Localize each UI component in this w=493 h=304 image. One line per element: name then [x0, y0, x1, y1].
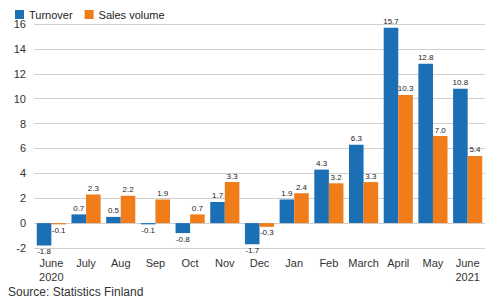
- svg-text:3.3: 3.3: [365, 172, 377, 181]
- svg-text:June: June: [39, 257, 63, 269]
- svg-text:Dec: Dec: [250, 257, 270, 269]
- svg-text:2.4: 2.4: [296, 183, 308, 192]
- svg-text:0.7: 0.7: [192, 204, 204, 213]
- svg-text:Aug: Aug: [111, 257, 131, 269]
- svg-text:0: 0: [20, 217, 26, 229]
- svg-text:3.3: 3.3: [227, 172, 239, 181]
- svg-text:5.4: 5.4: [469, 145, 481, 154]
- svg-text:-2: -2: [16, 242, 26, 254]
- svg-text:4.3: 4.3: [316, 159, 328, 168]
- svg-text:April: April: [387, 257, 409, 269]
- svg-text:Jan: Jan: [285, 257, 303, 269]
- svg-text:6: 6: [20, 142, 26, 154]
- svg-text:2.2: 2.2: [122, 185, 134, 194]
- svg-text:Nov: Nov: [215, 257, 235, 269]
- svg-text:March: March: [348, 257, 379, 269]
- svg-text:-1.7: -1.7: [245, 246, 259, 255]
- svg-text:12.8: 12.8: [418, 53, 434, 62]
- svg-text:-0.1: -0.1: [141, 226, 155, 235]
- svg-text:0.5: 0.5: [108, 206, 120, 215]
- svg-text:7.0: 7.0: [435, 126, 447, 135]
- svg-text:1.9: 1.9: [157, 189, 169, 198]
- svg-text:Turnover: Turnover: [29, 9, 73, 21]
- svg-text:4: 4: [20, 167, 26, 179]
- svg-text:1.7: 1.7: [212, 191, 224, 200]
- svg-text:14: 14: [14, 43, 26, 55]
- svg-text:May: May: [423, 257, 444, 269]
- svg-text:-0.1: -0.1: [52, 226, 66, 235]
- svg-text:0.7: 0.7: [73, 204, 85, 213]
- svg-text:15.7: 15.7: [383, 17, 399, 26]
- svg-text:Source: Statistics Finland: Source: Statistics Finland: [8, 285, 143, 299]
- svg-text:Sep: Sep: [146, 257, 166, 269]
- svg-text:-0.3: -0.3: [260, 228, 274, 237]
- svg-text:6.3: 6.3: [351, 134, 363, 143]
- svg-text:16: 16: [14, 18, 26, 30]
- svg-text:8: 8: [20, 118, 26, 130]
- svg-text:12: 12: [14, 68, 26, 80]
- svg-text:Feb: Feb: [319, 257, 338, 269]
- svg-text:Oct: Oct: [182, 257, 199, 269]
- svg-text:10.3: 10.3: [398, 84, 414, 93]
- svg-text:3.2: 3.2: [331, 173, 343, 182]
- svg-text:2020: 2020: [39, 271, 63, 283]
- svg-text:2.3: 2.3: [88, 184, 100, 193]
- svg-text:June: June: [456, 257, 480, 269]
- svg-text:10: 10: [14, 93, 26, 105]
- svg-text:10.8: 10.8: [453, 78, 469, 87]
- svg-text:1.9: 1.9: [281, 189, 293, 198]
- svg-text:Sales volume: Sales volume: [99, 9, 165, 21]
- svg-text:-0.8: -0.8: [176, 235, 190, 244]
- svg-text:-1.8: -1.8: [37, 247, 51, 256]
- svg-text:July: July: [76, 257, 96, 269]
- svg-text:2: 2: [20, 192, 26, 204]
- svg-text:2021: 2021: [455, 271, 479, 283]
